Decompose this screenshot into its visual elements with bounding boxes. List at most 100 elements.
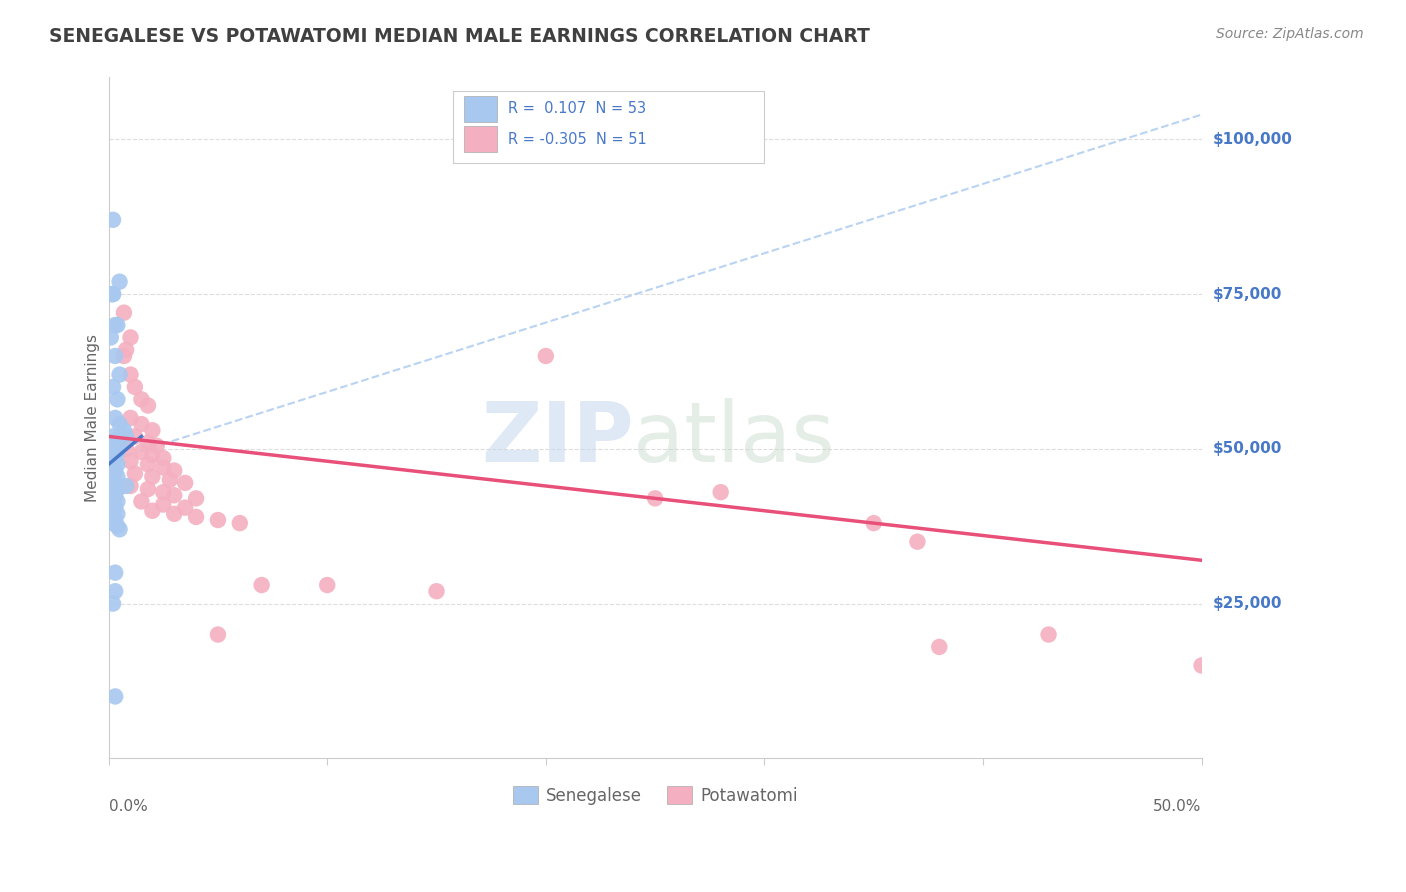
- Point: [101, 597, 124, 611]
- Point: [101, 491, 124, 506]
- Point: [100, 485, 122, 500]
- Point: [105, 507, 128, 521]
- Text: R =  0.107  N = 53: R = 0.107 N = 53: [508, 102, 645, 116]
- Point: [207, 627, 229, 641]
- Point: [163, 463, 186, 477]
- Point: [124, 380, 146, 394]
- Text: $75,000: $75,000: [1213, 286, 1282, 301]
- Point: [105, 519, 128, 533]
- Point: [104, 488, 127, 502]
- FancyBboxPatch shape: [464, 127, 496, 153]
- Point: [100, 287, 122, 301]
- Point: [250, 578, 273, 592]
- Text: 0.0%: 0.0%: [108, 799, 148, 814]
- Point: [101, 504, 124, 518]
- Point: [316, 578, 339, 592]
- Point: [229, 516, 252, 530]
- Point: [105, 445, 128, 459]
- Point: [105, 433, 128, 447]
- Point: [152, 498, 174, 512]
- Point: [101, 467, 124, 481]
- Point: [159, 473, 181, 487]
- Point: [104, 584, 127, 599]
- Point: [907, 534, 929, 549]
- Point: [152, 460, 174, 475]
- Text: 50.0%: 50.0%: [1153, 799, 1202, 814]
- Point: [101, 429, 124, 443]
- Point: [104, 451, 127, 466]
- Text: $50,000: $50,000: [1213, 442, 1282, 457]
- Point: [104, 500, 127, 515]
- Point: [100, 473, 122, 487]
- Point: [136, 435, 159, 450]
- Point: [100, 498, 122, 512]
- Point: [120, 410, 142, 425]
- Point: [105, 318, 128, 332]
- Point: [184, 491, 207, 506]
- Point: [100, 448, 122, 462]
- Point: [115, 429, 138, 443]
- Point: [101, 454, 124, 468]
- Point: [145, 439, 167, 453]
- Point: [120, 368, 142, 382]
- Point: [105, 392, 128, 407]
- Point: [120, 479, 142, 493]
- Point: [105, 458, 128, 472]
- Point: [131, 445, 153, 459]
- Point: [152, 485, 174, 500]
- Text: $25,000: $25,000: [1213, 596, 1282, 611]
- Point: [1038, 627, 1060, 641]
- Point: [104, 435, 127, 450]
- Point: [131, 392, 153, 407]
- FancyBboxPatch shape: [464, 95, 496, 121]
- Point: [120, 454, 142, 468]
- Point: [644, 491, 666, 506]
- Point: [108, 368, 131, 382]
- Point: [534, 349, 557, 363]
- Text: R = -0.305  N = 51: R = -0.305 N = 51: [508, 132, 647, 147]
- Point: [101, 380, 124, 394]
- Point: [207, 513, 229, 527]
- Text: Source: ZipAtlas.com: Source: ZipAtlas.com: [1216, 27, 1364, 41]
- Point: [115, 479, 138, 493]
- Point: [136, 482, 159, 496]
- Point: [104, 690, 127, 704]
- FancyBboxPatch shape: [453, 91, 765, 162]
- Point: [115, 442, 138, 456]
- Point: [104, 475, 127, 490]
- Point: [174, 475, 197, 490]
- Point: [100, 435, 122, 450]
- Text: ZIP: ZIP: [481, 398, 633, 479]
- Point: [104, 318, 127, 332]
- Point: [1191, 658, 1213, 673]
- Y-axis label: Median Male Earnings: Median Male Earnings: [86, 334, 100, 502]
- Text: $100,000: $100,000: [1213, 132, 1292, 147]
- Point: [141, 423, 163, 437]
- Point: [136, 399, 159, 413]
- Point: [710, 485, 733, 500]
- Point: [100, 460, 122, 475]
- Point: [141, 504, 163, 518]
- Point: [928, 640, 950, 654]
- Point: [108, 522, 131, 536]
- Point: [112, 306, 135, 320]
- Point: [163, 488, 186, 502]
- Point: [105, 469, 128, 483]
- Point: [141, 469, 163, 483]
- Point: [101, 212, 124, 227]
- Point: [100, 330, 122, 344]
- Point: [105, 494, 128, 508]
- Point: [100, 510, 122, 524]
- Point: [115, 343, 138, 357]
- Point: [174, 500, 197, 515]
- Point: [101, 287, 124, 301]
- Point: [184, 510, 207, 524]
- Point: [101, 479, 124, 493]
- Text: atlas: atlas: [633, 398, 835, 479]
- Point: [108, 275, 131, 289]
- Point: [104, 463, 127, 477]
- Text: SENEGALESE VS POTAWATOMI MEDIAN MALE EARNINGS CORRELATION CHART: SENEGALESE VS POTAWATOMI MEDIAN MALE EAR…: [49, 27, 870, 45]
- Point: [152, 451, 174, 466]
- Point: [101, 287, 124, 301]
- Point: [862, 516, 884, 530]
